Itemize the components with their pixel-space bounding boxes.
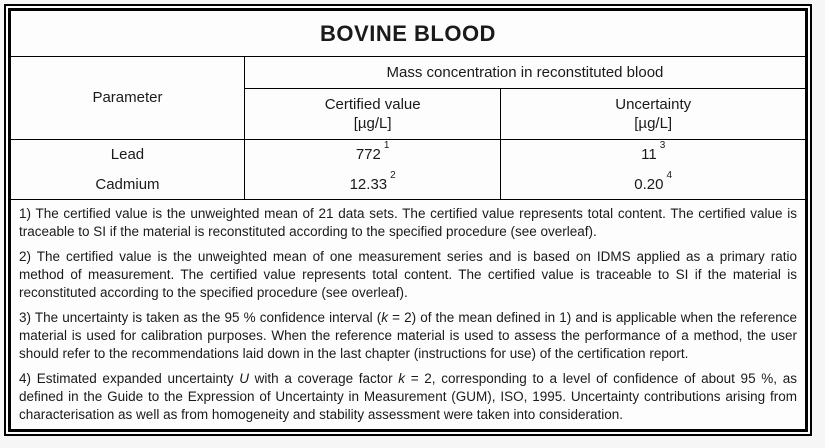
footnote-3-text: 3) The uncertainty is taken as the 95 % …: [19, 310, 382, 325]
group-header: Mass concentration in reconstituted bloo…: [244, 57, 805, 89]
footnote-4-text: = 2, corresponding to a level of confide…: [19, 371, 797, 422]
footnote-2: 2) The certified value is the unweighted…: [19, 249, 797, 300]
uncertainty-header: Uncertainty [µg/L]: [500, 88, 805, 140]
footnote-ref-4: 4: [666, 170, 673, 181]
certified-value-cell: 12.332: [244, 169, 502, 199]
certified-value: 772: [355, 146, 381, 164]
certificate-table-frame: BOVINE BLOOD Parameter Mass concentratio…: [4, 4, 812, 436]
footnote-3: 3) The uncertainty is taken as the 95 % …: [19, 309, 797, 363]
variable-k: k: [381, 310, 389, 325]
variable-k: k: [398, 371, 406, 386]
variable-U: U: [239, 371, 249, 386]
table-row-cadmium: Cadmium 12.332 0.204: [11, 169, 805, 199]
footnote-ref-1: 1: [383, 140, 390, 152]
data-grid: Parameter Mass concentration in reconsti…: [11, 57, 805, 199]
certified-value: 12.33: [349, 176, 388, 193]
parameter-cell: Lead: [11, 139, 245, 169]
footnote-ref-2: 2: [390, 170, 396, 181]
certified-value-unit: [µg/L]: [353, 114, 392, 132]
group-header-row: Parameter Mass concentration in reconsti…: [11, 57, 805, 140]
column-header-row: Certified value [µg/L] Uncertainty [µg/L…: [11, 88, 805, 140]
footnote-ref-3: 3: [659, 140, 666, 152]
footnotes-section: 1) The certified value is the unweighted…: [11, 199, 805, 431]
uncertainty-cell: 0.204: [501, 169, 805, 199]
uncertainty-cell: 113: [501, 139, 805, 169]
uncertainty-value: 0.20: [634, 176, 664, 193]
footnote-4-text: 4) Estimated expanded uncertainty: [19, 371, 240, 386]
footnote-3-text: = 2) of the mean defined in 1) and is ap…: [19, 310, 797, 361]
certified-value-label: Certified value: [324, 95, 421, 113]
certified-value-header: Certified value [µg/L]: [244, 88, 502, 140]
footnote-4: 4) Estimated expanded uncertainty U with…: [19, 370, 797, 424]
table-row-lead: Lead 7721 113: [11, 139, 805, 169]
certificate-table: BOVINE BLOOD Parameter Mass concentratio…: [8, 8, 808, 432]
footnote-1: 1) The certified value is the unweighted…: [19, 206, 797, 239]
uncertainty-value: 11: [641, 146, 657, 164]
uncertainty-label: Uncertainty: [615, 95, 692, 113]
parameter-cell: Cadmium: [11, 169, 245, 199]
table-title: BOVINE BLOOD: [11, 11, 805, 57]
certified-value-cell: 7721: [244, 139, 502, 169]
footnote-4-text: with a coverage factor: [248, 371, 399, 386]
parameter-header: Parameter: [11, 57, 245, 140]
uncertainty-unit: [µg/L]: [634, 114, 673, 132]
